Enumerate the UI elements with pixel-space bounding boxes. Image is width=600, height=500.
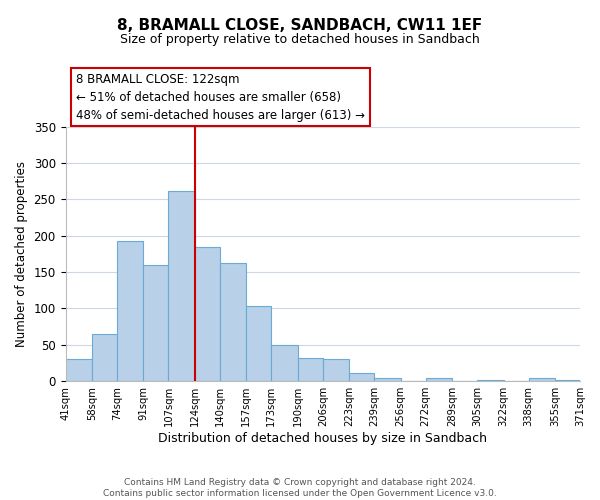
Bar <box>298 358 323 381</box>
Text: Contains HM Land Registry data © Crown copyright and database right 2024.
Contai: Contains HM Land Registry data © Crown c… <box>103 478 497 498</box>
X-axis label: Distribution of detached houses by size in Sandbach: Distribution of detached houses by size … <box>158 432 487 445</box>
Bar <box>374 378 401 381</box>
Bar <box>425 378 452 381</box>
Bar <box>555 380 580 381</box>
Bar <box>529 378 555 381</box>
Bar <box>323 360 349 381</box>
Text: Size of property relative to detached houses in Sandbach: Size of property relative to detached ho… <box>120 32 480 46</box>
Bar <box>220 262 247 381</box>
Bar <box>169 192 195 381</box>
Bar <box>477 380 503 381</box>
Bar <box>195 248 220 381</box>
Bar <box>349 373 374 381</box>
Text: 8 BRAMALL CLOSE: 122sqm
← 51% of detached houses are smaller (658)
48% of semi-d: 8 BRAMALL CLOSE: 122sqm ← 51% of detache… <box>76 72 365 122</box>
Y-axis label: Number of detached properties: Number of detached properties <box>15 161 28 347</box>
Bar <box>271 345 298 381</box>
Bar <box>92 334 117 381</box>
Bar <box>65 360 92 381</box>
Bar <box>117 241 143 381</box>
Text: 8, BRAMALL CLOSE, SANDBACH, CW11 1EF: 8, BRAMALL CLOSE, SANDBACH, CW11 1EF <box>118 18 482 32</box>
Bar <box>143 265 169 381</box>
Bar <box>247 306 271 381</box>
